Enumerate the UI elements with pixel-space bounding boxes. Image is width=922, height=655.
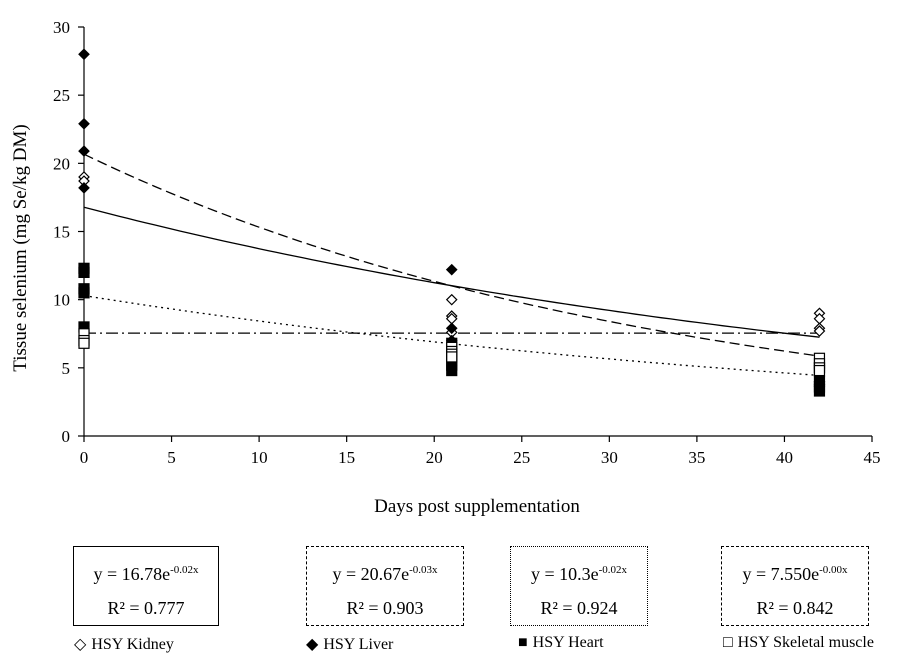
equation-text: y = 16.78e xyxy=(93,564,171,584)
x-tick-label: 0 xyxy=(80,448,89,467)
x-tick-label: 40 xyxy=(776,448,793,467)
x-tick-label: 30 xyxy=(601,448,618,467)
data-point-series-2 xyxy=(78,266,90,278)
y-tick-label: 25 xyxy=(53,86,70,105)
data-point-series-3 xyxy=(813,364,826,377)
data-point-series-0 xyxy=(445,293,458,306)
x-tick-label: 25 xyxy=(513,448,530,467)
x-tick-label: 45 xyxy=(864,448,881,467)
data-point-series-2 xyxy=(78,287,90,299)
y-tick-label: 20 xyxy=(53,154,70,173)
data-point-series-1 xyxy=(445,263,458,276)
data-point-series-1 xyxy=(78,182,90,194)
trend-lines xyxy=(83,153,820,377)
y-tick-label: 5 xyxy=(62,359,71,378)
legend-label: HSY Skeletal muscle xyxy=(737,634,874,651)
data-point-series-1 xyxy=(78,145,90,157)
axes: 0 5 10 15 20 25 30 35 40 45 0 5 10 15 20 25 30 xyxy=(53,18,881,467)
y-tick-label: 10 xyxy=(53,291,70,310)
x-tick-label: 10 xyxy=(251,448,268,467)
chart: 0 5 10 15 20 25 30 35 40 45 0 5 10 15 20 25 30 Tissue se… xyxy=(10,18,881,517)
data-point-series-3 xyxy=(446,351,458,363)
r-squared: R² = 0.903 xyxy=(346,598,424,618)
legend-label: HSY Heart xyxy=(532,634,604,651)
data-points xyxy=(78,48,826,397)
data-point-series-3 xyxy=(78,337,90,349)
legend-heart: ■ HSY Heart xyxy=(518,634,604,652)
data-point-series-1 xyxy=(78,117,90,130)
r-squared: R² = 0.842 xyxy=(756,598,834,618)
trend-equation-kidney: y = 16.78e-0.02x R² = 0.777 xyxy=(73,546,219,626)
legend-label: HSY Kidney xyxy=(91,636,174,653)
trend-line-1 xyxy=(83,153,820,357)
legend-liver: ◆ HSY Liver xyxy=(306,634,393,654)
equation-exponent: -0.00x xyxy=(819,564,848,576)
equation-text: y = 20.67e xyxy=(332,564,410,584)
y-tick-label: 0 xyxy=(62,427,71,446)
x-axis-label: Days post supplementation xyxy=(374,496,580,517)
y-tick-label: 15 xyxy=(53,223,70,242)
y-axis-label: Tissue selenium (mg Se/kg DM) xyxy=(10,124,31,371)
diamond-filled-icon: ◆ xyxy=(306,636,319,653)
equation-text: y = 10.3e xyxy=(530,564,599,584)
legend-label: HSY Liver xyxy=(323,636,394,653)
r-squared: R² = 0.777 xyxy=(107,598,185,618)
x-tick-label: 35 xyxy=(688,448,705,467)
r-squared: R² = 0.924 xyxy=(540,598,618,618)
x-tick-label: 20 xyxy=(426,448,443,467)
trend-equation-skeletal-muscle: y = 7.550e-0.00x R² = 0.842 xyxy=(721,546,869,626)
square-open-icon: □ xyxy=(723,634,733,651)
legend-kidney: ◇ HSY Kidney xyxy=(74,634,174,654)
x-tick-label: 5 xyxy=(167,448,176,467)
equation-text: y = 7.550e xyxy=(742,564,820,584)
trend-equation-liver: y = 20.67e-0.03x R² = 0.903 xyxy=(306,546,464,626)
legend-skeletal-muscle: □ HSY Skeletal muscle xyxy=(723,634,874,652)
data-point-series-2 xyxy=(813,385,826,397)
equation-exponent: -0.03x xyxy=(409,564,438,576)
square-filled-icon: ■ xyxy=(518,634,528,651)
equation-exponent: -0.02x xyxy=(170,564,199,576)
data-point-series-0 xyxy=(813,325,826,337)
data-point-series-1 xyxy=(78,48,90,61)
data-point-series-1 xyxy=(445,322,458,335)
x-tick-label: 15 xyxy=(338,448,355,467)
trend-equation-heart: y = 10.3e-0.02x R² = 0.924 xyxy=(510,546,648,626)
data-point-series-2 xyxy=(446,364,458,377)
diamond-open-icon: ◇ xyxy=(74,636,87,653)
equation-exponent: -0.02x xyxy=(598,564,628,576)
y-tick-label: 30 xyxy=(53,18,70,37)
